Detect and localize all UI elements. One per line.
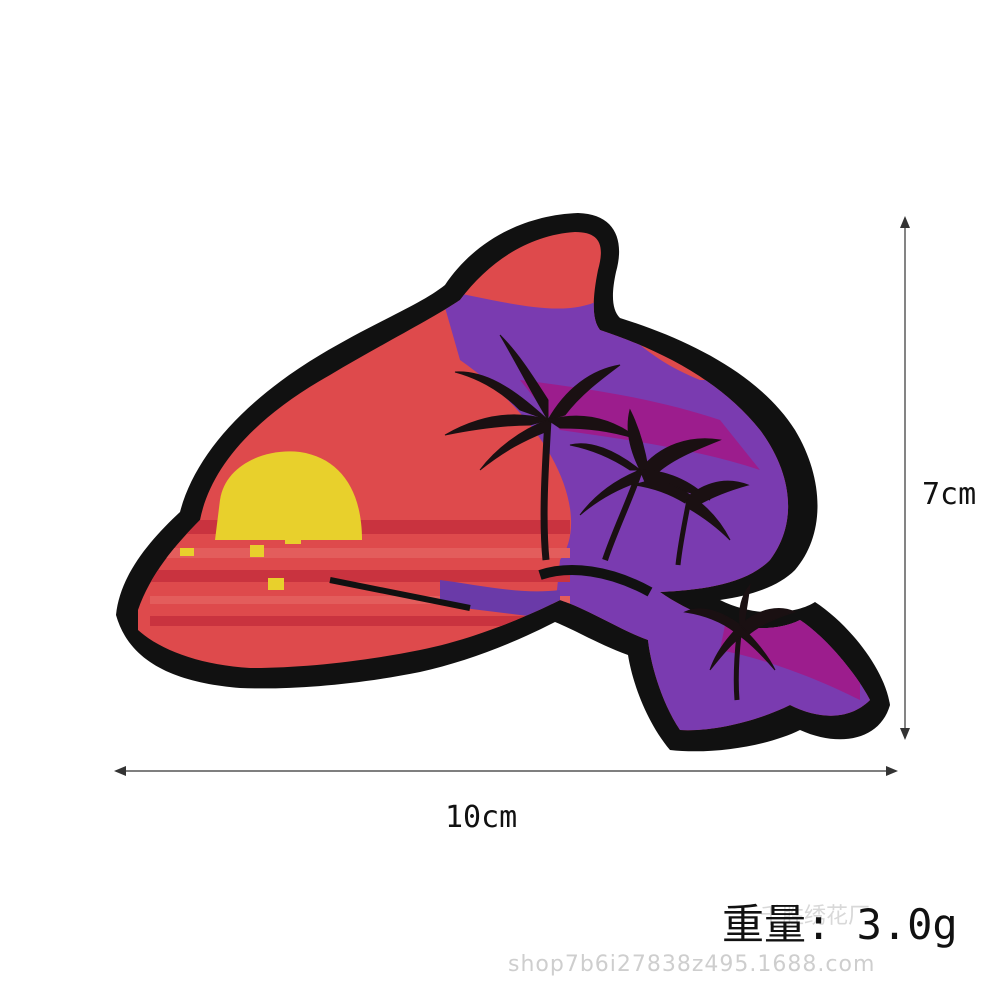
width-dimension-line [114, 766, 898, 776]
height-label: 7cm [922, 477, 977, 512]
sun [215, 451, 362, 540]
watermark-url: shop7b6i27838z495.1688.com [508, 952, 876, 977]
height-dimension-line [900, 216, 910, 740]
width-label: 10cm [445, 800, 518, 835]
palm-trees [444, 334, 797, 701]
watermark-shop-name: 千胜绣花厂 [760, 904, 871, 929]
weight-label: 重量: 3.0g [722, 900, 958, 949]
